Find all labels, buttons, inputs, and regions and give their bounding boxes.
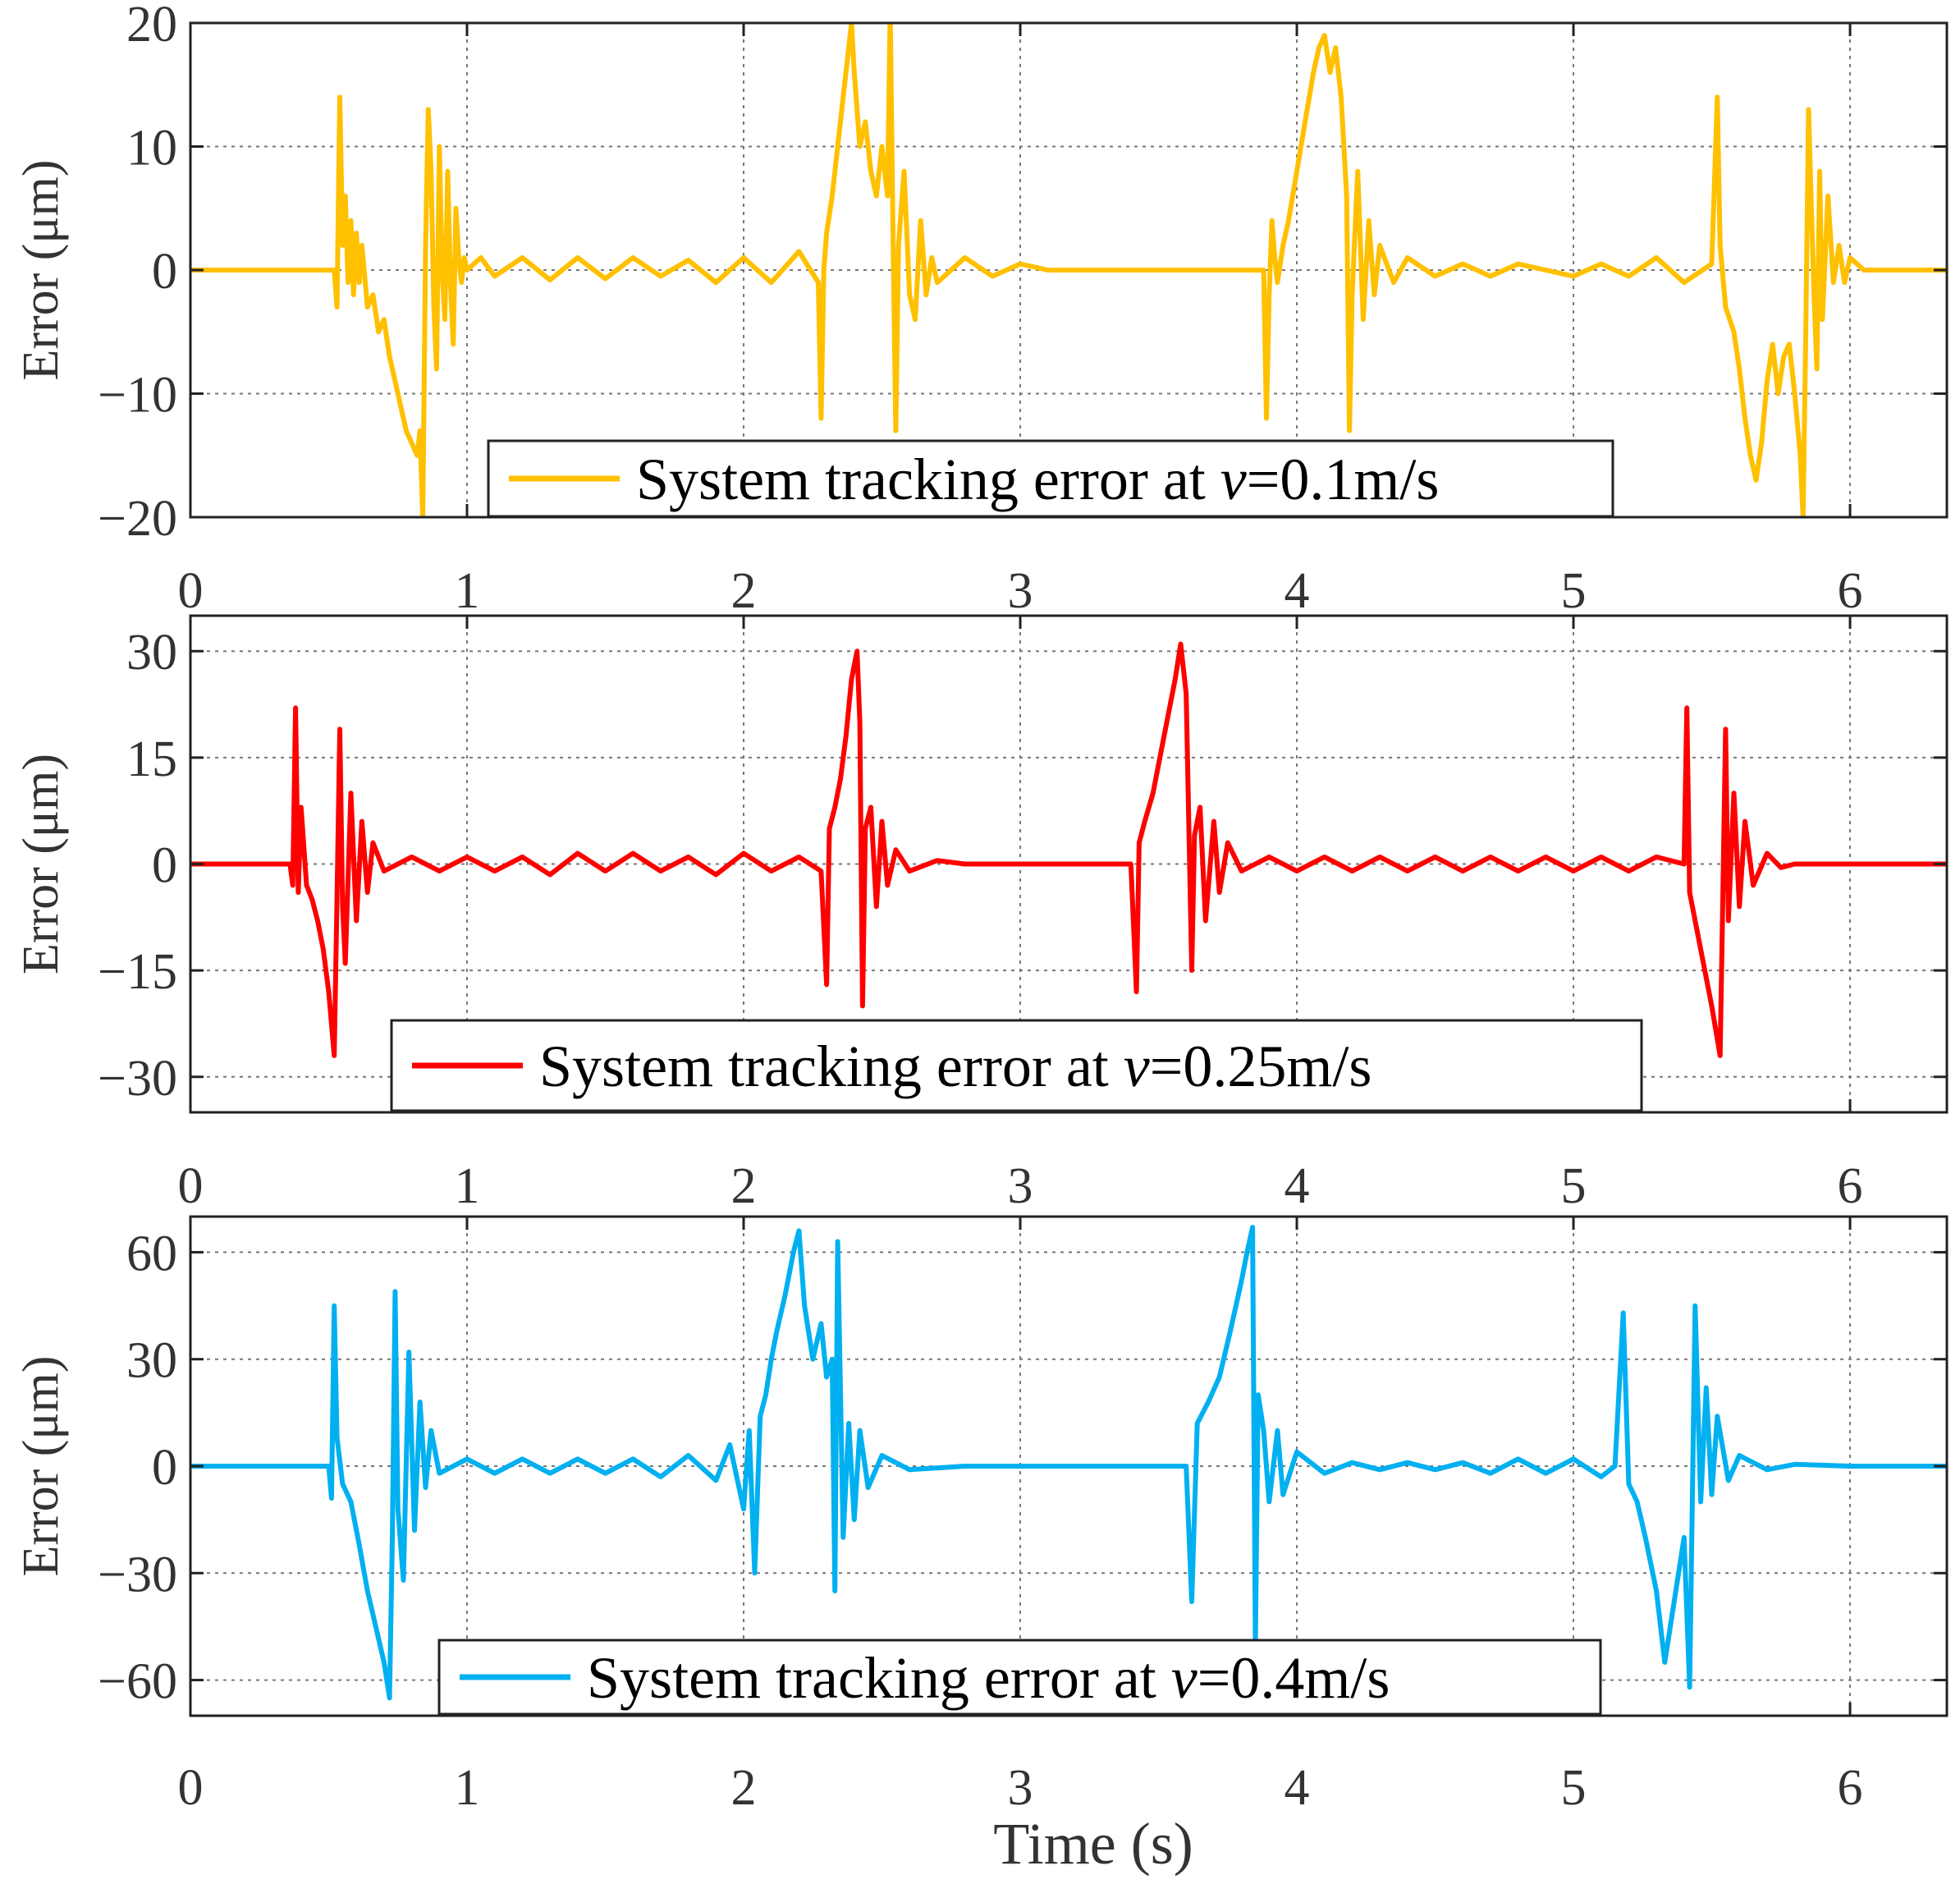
legend-variable: v [1171, 1645, 1198, 1711]
x-axis-label: Time (s) [993, 1811, 1193, 1877]
x-tick-label: 2 [731, 1158, 757, 1214]
series-line [190, 1225, 1947, 1701]
x-tick-label: 6 [1838, 1760, 1863, 1816]
y-tick-label: 0 [152, 838, 177, 894]
y-tick-label: 0 [152, 1440, 177, 1496]
legend-prefix: System tracking error at [636, 447, 1220, 512]
y-tick-label: −20 [98, 491, 177, 547]
x-tick-label: 1 [455, 563, 480, 619]
x-tick-label: 6 [1838, 1158, 1863, 1214]
legend: System tracking error at v=0.25m/s [390, 1019, 1643, 1112]
x-tick-label: 3 [1008, 563, 1033, 619]
x-tick-label: 6 [1838, 563, 1863, 619]
legend: System tracking error at v=0.4m/s [437, 1639, 1602, 1716]
x-tick-label: 5 [1561, 1760, 1587, 1816]
y-tick-label: −60 [98, 1654, 177, 1710]
legend-label: System tracking error at v=0.25m/s [539, 1034, 1372, 1099]
x-tick-label: 0 [178, 1158, 204, 1214]
y-tick-label: −30 [98, 1547, 177, 1602]
x-tick-label: 1 [455, 1158, 480, 1214]
legend-box [437, 1639, 1602, 1716]
series-line [190, 641, 1947, 1058]
legend-suffix: =0.1m/s [1247, 447, 1440, 512]
x-tick-label: 5 [1561, 1158, 1587, 1214]
x-tick-label: 4 [1285, 1158, 1310, 1214]
chart-1: 0 1 2 3 4 5 6 −20 −10 0 10 20 Error (μm) System track… [13, 0, 1949, 619]
legend-prefix: System tracking error at [539, 1034, 1124, 1099]
y-tick-label: 30 [126, 625, 177, 681]
x-tick-label: 4 [1285, 563, 1310, 619]
legend-label: System tracking error at v=0.1m/s [636, 447, 1439, 512]
legend-label: System tracking error at v=0.4m/s [587, 1645, 1390, 1711]
y-axis-label: Error (μm) [13, 159, 69, 380]
y-tick-label: 10 [126, 121, 177, 176]
x-tick-label: 3 [1008, 1158, 1033, 1214]
legend: System tracking error at v=0.1m/s [487, 439, 1614, 518]
series-line [190, 23, 1947, 517]
x-tick-label: 1 [455, 1760, 480, 1816]
chart-3: 0 1 2 3 4 5 6 −60 −30 0 30 60 Error (μm) Time (s) Syst… [13, 1215, 1949, 1877]
legend-variable: v [1124, 1034, 1150, 1099]
y-tick-label: 0 [152, 244, 177, 300]
x-tick-label: 2 [731, 563, 757, 619]
y-tick-label: 15 [126, 731, 177, 787]
chart-2: 0 1 2 3 4 5 6 −30 −15 0 15 30 Error (μm) System track… [13, 614, 1949, 1214]
y-tick-label: −15 [98, 944, 177, 1000]
legend-suffix: =0.25m/s [1150, 1034, 1372, 1099]
legend-box [487, 439, 1614, 518]
legend-prefix: System tracking error at [587, 1645, 1171, 1711]
y-axis-label: Error (μm) [13, 754, 69, 974]
y-axis-label: Error (μm) [13, 1355, 69, 1576]
y-tick-label: −10 [98, 368, 177, 424]
legend-box [390, 1019, 1643, 1112]
x-tick-label: 2 [731, 1760, 757, 1816]
x-tick-label: 5 [1561, 563, 1587, 619]
y-tick-label: 60 [126, 1226, 177, 1281]
x-tick-label: 0 [178, 563, 204, 619]
legend-variable: v [1220, 447, 1247, 512]
x-tick-label: 4 [1285, 1760, 1310, 1816]
y-tick-label: 20 [126, 0, 177, 53]
x-tick-label: 3 [1008, 1760, 1033, 1816]
legend-suffix: =0.4m/s [1198, 1645, 1390, 1711]
y-tick-label: −30 [98, 1051, 177, 1107]
x-tick-label: 0 [178, 1760, 204, 1816]
y-tick-label: 30 [126, 1333, 177, 1389]
